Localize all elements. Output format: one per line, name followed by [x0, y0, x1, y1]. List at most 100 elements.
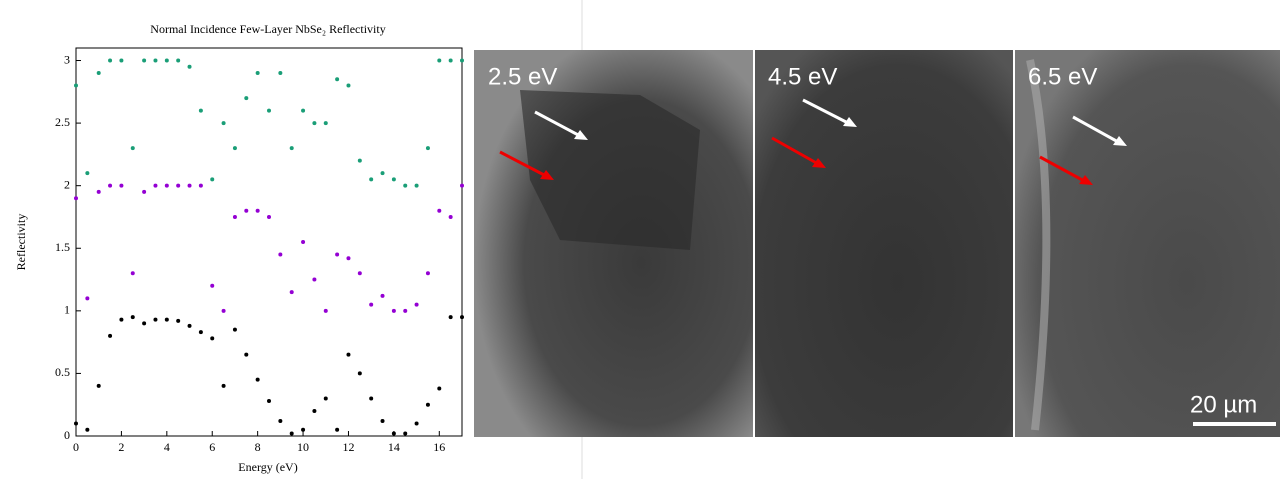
point	[426, 271, 430, 275]
point	[358, 159, 362, 163]
y-tick-label: 2.5	[55, 115, 70, 129]
x-tick-label: 16	[433, 440, 445, 454]
point	[233, 215, 237, 219]
point	[142, 59, 146, 63]
point	[278, 419, 282, 423]
point	[267, 399, 271, 403]
point	[256, 378, 260, 382]
point	[381, 419, 385, 423]
point	[119, 184, 123, 188]
point	[153, 59, 157, 63]
point	[403, 309, 407, 313]
image-label: 2.5 eV	[488, 63, 557, 90]
point	[449, 315, 453, 319]
point	[301, 109, 305, 113]
point	[108, 334, 112, 338]
point	[460, 184, 464, 188]
point	[369, 396, 373, 400]
point	[108, 184, 112, 188]
point	[392, 177, 396, 181]
point	[415, 303, 419, 307]
y-tick-label: 1	[64, 303, 70, 317]
x-tick-label: 4	[164, 440, 170, 454]
point	[210, 336, 214, 340]
x-tick-label: 6	[209, 440, 215, 454]
point	[369, 303, 373, 307]
point	[426, 146, 430, 150]
point	[358, 271, 362, 275]
y-tick-label: 3	[64, 52, 70, 66]
x-tick-label: 14	[388, 440, 400, 454]
point	[290, 431, 294, 435]
point	[324, 309, 328, 313]
image-label: 4.5 eV	[768, 63, 837, 90]
point	[108, 59, 112, 63]
point	[233, 146, 237, 150]
point	[165, 59, 169, 63]
scale-bar-label: 20 µm	[1190, 391, 1257, 418]
point	[74, 421, 78, 425]
point	[199, 109, 203, 113]
point	[392, 309, 396, 313]
point	[415, 184, 419, 188]
point	[153, 318, 157, 322]
point	[346, 256, 350, 260]
point	[335, 428, 339, 432]
point	[426, 403, 430, 407]
point	[165, 184, 169, 188]
point	[188, 324, 192, 328]
point	[335, 77, 339, 81]
point	[324, 396, 328, 400]
point	[176, 184, 180, 188]
y-tick-label: 0	[64, 428, 70, 442]
point	[346, 84, 350, 88]
point	[256, 71, 260, 75]
point	[460, 315, 464, 319]
point	[119, 318, 123, 322]
point	[74, 196, 78, 200]
point	[165, 318, 169, 322]
point	[381, 171, 385, 175]
point	[278, 71, 282, 75]
point	[358, 371, 362, 375]
point	[222, 309, 226, 313]
point	[85, 171, 89, 175]
point	[290, 290, 294, 294]
point	[312, 121, 316, 125]
point	[437, 386, 441, 390]
point	[460, 59, 464, 63]
y-tick-label: 0.5	[55, 365, 70, 379]
point	[324, 121, 328, 125]
chart: Normal Incidence Few-Layer NbSe₂ Reflect…	[14, 22, 464, 474]
point	[188, 184, 192, 188]
plot-frame	[76, 48, 462, 436]
y-axis-label: Reflectivity	[14, 214, 28, 271]
chart-title: Normal Incidence Few-Layer NbSe₂ Reflect…	[150, 22, 385, 36]
point	[210, 284, 214, 288]
point	[97, 384, 101, 388]
point	[403, 184, 407, 188]
point	[199, 184, 203, 188]
point	[437, 59, 441, 63]
point	[199, 330, 203, 334]
point	[312, 278, 316, 282]
point	[369, 177, 373, 181]
point	[290, 146, 294, 150]
figure: Normal Incidence Few-Layer NbSe₂ Reflect…	[0, 0, 1280, 479]
point	[131, 271, 135, 275]
point	[449, 59, 453, 63]
point	[131, 146, 135, 150]
point	[85, 296, 89, 300]
x-axis-label: Energy (eV)	[238, 460, 297, 474]
image-panel	[755, 50, 1013, 437]
point	[256, 209, 260, 213]
x-tick-label: 8	[255, 440, 261, 454]
point	[188, 65, 192, 69]
point	[142, 321, 146, 325]
point	[267, 215, 271, 219]
point	[312, 409, 316, 413]
point	[97, 71, 101, 75]
point	[176, 319, 180, 323]
point	[381, 294, 385, 298]
point	[176, 59, 180, 63]
